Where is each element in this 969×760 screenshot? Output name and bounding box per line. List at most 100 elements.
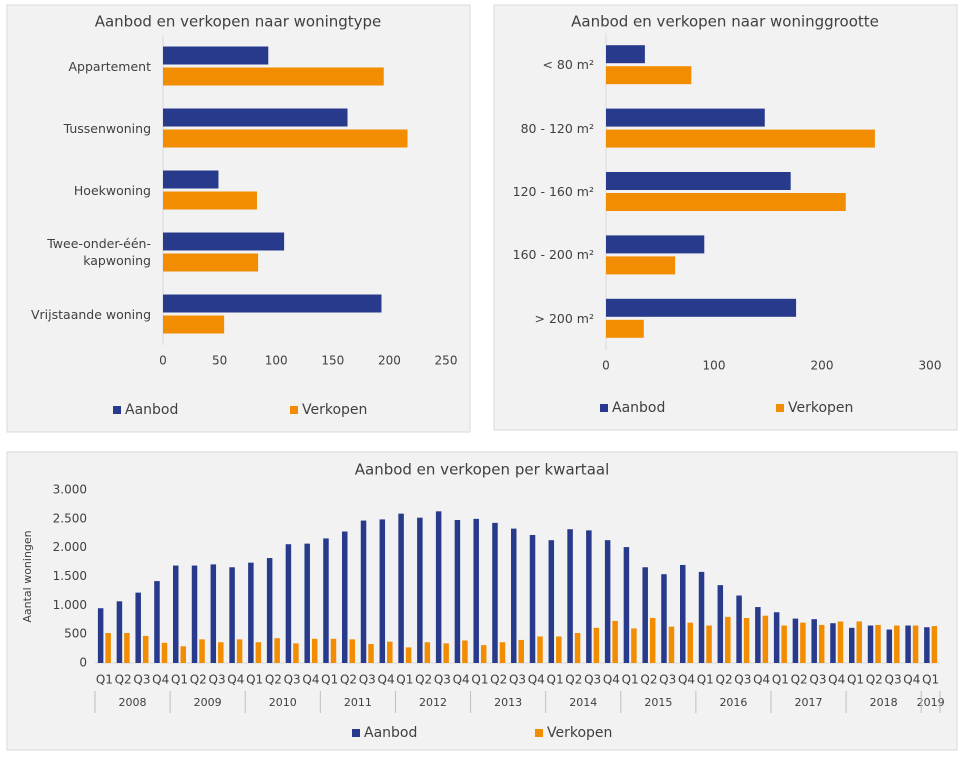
bar (161, 642, 168, 663)
x-tick-label: 0 (159, 354, 167, 368)
bar (518, 639, 524, 663)
y-tick-label: Vrijstaande woning (30, 306, 151, 322)
bar (342, 531, 348, 663)
x-tick-label: Q1 (922, 673, 939, 687)
bar (529, 534, 536, 663)
x-tick-label: 200 (378, 354, 401, 368)
bar (387, 641, 393, 663)
bar (163, 253, 259, 272)
x-tick-label: Q4 (678, 673, 695, 687)
legend-label: Verkopen (547, 725, 612, 741)
bar (606, 235, 705, 254)
bar (424, 642, 431, 663)
bar (574, 633, 581, 663)
x-tick-label: Q1 (622, 673, 639, 687)
bar (266, 558, 273, 663)
x-tick-label: Q3 (284, 673, 301, 687)
panel (493, 4, 958, 431)
bar (163, 108, 348, 127)
bar (606, 319, 644, 338)
bar (800, 622, 806, 663)
category-label: Tussenwoning (64, 121, 151, 136)
bar (623, 547, 630, 663)
bar (687, 622, 693, 663)
legend-label: Aanbod (125, 402, 178, 418)
x-tick-label: Q4 (227, 673, 244, 687)
x-tick-label: Q3 (659, 673, 676, 687)
group-label: 2018 (870, 696, 898, 709)
x-tick-label: 150 (321, 354, 344, 368)
y-tick-label: 1.500 (53, 569, 87, 583)
legend-label: Verkopen (302, 402, 367, 418)
x-tick-label: Q1 (847, 673, 864, 687)
x-tick-label: Q3 (434, 673, 451, 687)
legend-swatch (776, 404, 784, 412)
bar (311, 638, 318, 663)
x-tick-label: Q2 (265, 673, 282, 687)
bar (248, 562, 254, 663)
x-tick-label: Q4 (302, 673, 319, 687)
chart-title: Aanbod en verkopen per kwartaal (355, 461, 610, 479)
y-tick-label: Appartement (68, 58, 151, 74)
x-tick-label: Q2 (415, 673, 432, 687)
x-tick-label: Q4 (828, 673, 845, 687)
bar (255, 642, 262, 663)
bar (698, 571, 705, 663)
bar (435, 511, 442, 663)
x-tick-label: Q1 (321, 673, 338, 687)
x-tick-label: 100 (265, 354, 288, 368)
legend-label: Aanbod (612, 400, 665, 416)
bar (604, 540, 611, 663)
x-tick-label: Q1 (96, 673, 113, 687)
x-tick-label: 250 (435, 354, 458, 368)
bar (368, 643, 374, 663)
bar (725, 616, 731, 663)
x-tick-label: Q1 (547, 673, 564, 687)
bar (736, 595, 742, 663)
bar (405, 647, 412, 663)
bar (743, 618, 750, 663)
bar (537, 636, 543, 663)
bar (236, 639, 243, 663)
bar (473, 518, 479, 663)
bar (163, 46, 269, 65)
group-label: 2014 (569, 696, 597, 709)
panel (6, 451, 958, 751)
bar (606, 256, 676, 275)
bar (548, 540, 555, 663)
x-tick-label: Q4 (903, 673, 920, 687)
y-tick-label: 1.000 (53, 598, 87, 612)
category-label: Twee-onder-één-kapwoning (47, 236, 151, 268)
legend-swatch (290, 406, 298, 414)
x-tick-label: Q4 (528, 673, 545, 687)
bar (398, 513, 404, 663)
x-tick-label: Q3 (734, 673, 751, 687)
bar (180, 646, 186, 663)
legend-label: Verkopen (788, 400, 853, 416)
y-tick-label: 120 - 160 m² (512, 184, 594, 199)
bar (379, 519, 386, 663)
x-tick-label: 50 (212, 354, 227, 368)
category-label: Appartement (68, 58, 151, 74)
x-tick-label: Q2 (716, 673, 733, 687)
bar (304, 543, 310, 663)
bar (163, 191, 257, 210)
bar (931, 626, 938, 663)
bar (593, 627, 600, 663)
x-tick-label: Q2 (490, 673, 507, 687)
x-tick-label: Q3 (584, 673, 601, 687)
group-label: 2017 (795, 696, 823, 709)
group-label: 2012 (419, 696, 447, 709)
x-tick-label: Q2 (866, 673, 883, 687)
bar (417, 517, 423, 663)
bar (606, 193, 846, 211)
bar (154, 581, 160, 663)
x-tick-label: Q1 (471, 673, 488, 687)
bar (135, 592, 141, 663)
bar (606, 108, 765, 127)
y-tick-label: Twee-onder-één-kapwoning (47, 236, 151, 268)
bar (462, 640, 468, 663)
bar (905, 625, 911, 663)
bar (443, 643, 449, 663)
category-label: < 80 m² (542, 57, 594, 72)
